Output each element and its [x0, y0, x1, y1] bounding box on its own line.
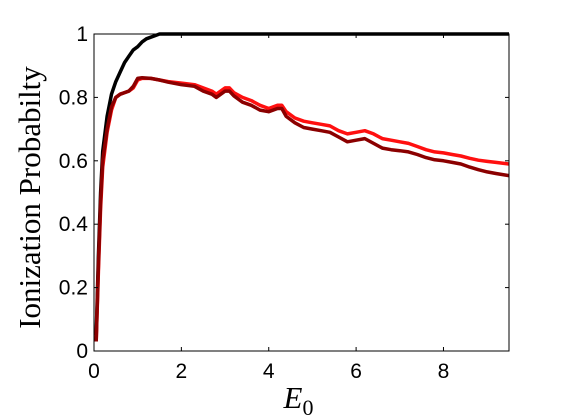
- x-axis-title-main: E: [283, 380, 303, 415]
- y-tick-label: 0.2: [59, 277, 88, 300]
- x-tick-label: 6: [350, 360, 362, 383]
- y-tick-label: 0: [76, 340, 88, 363]
- y-tick-label: 0.4: [59, 213, 89, 236]
- x-tick-label: 2: [176, 360, 188, 383]
- tick-labels-layer: 0 2 4 6 8 0 0.2 0.4 0.6 0.8 1: [59, 23, 450, 383]
- ticks-layer: [93, 33, 509, 352]
- y-tick-label: 1: [76, 23, 88, 46]
- series-layer: [94, 32, 510, 342]
- x-axis-title: E0: [283, 380, 314, 420]
- plot-frame: [93, 33, 510, 352]
- y-axis-title: Ionization Probabilty: [12, 66, 47, 329]
- series-line-2: [94, 76, 510, 342]
- x-tick-label: 8: [438, 360, 450, 383]
- series-line-3: [94, 75, 510, 342]
- x-tick-label: 0: [88, 360, 100, 383]
- y-tick-label: 0.6: [59, 150, 88, 173]
- y-tick-label: 0.8: [59, 86, 88, 109]
- x-tick-label: 4: [263, 360, 275, 383]
- x-axis-title-subscript: 0: [302, 395, 313, 420]
